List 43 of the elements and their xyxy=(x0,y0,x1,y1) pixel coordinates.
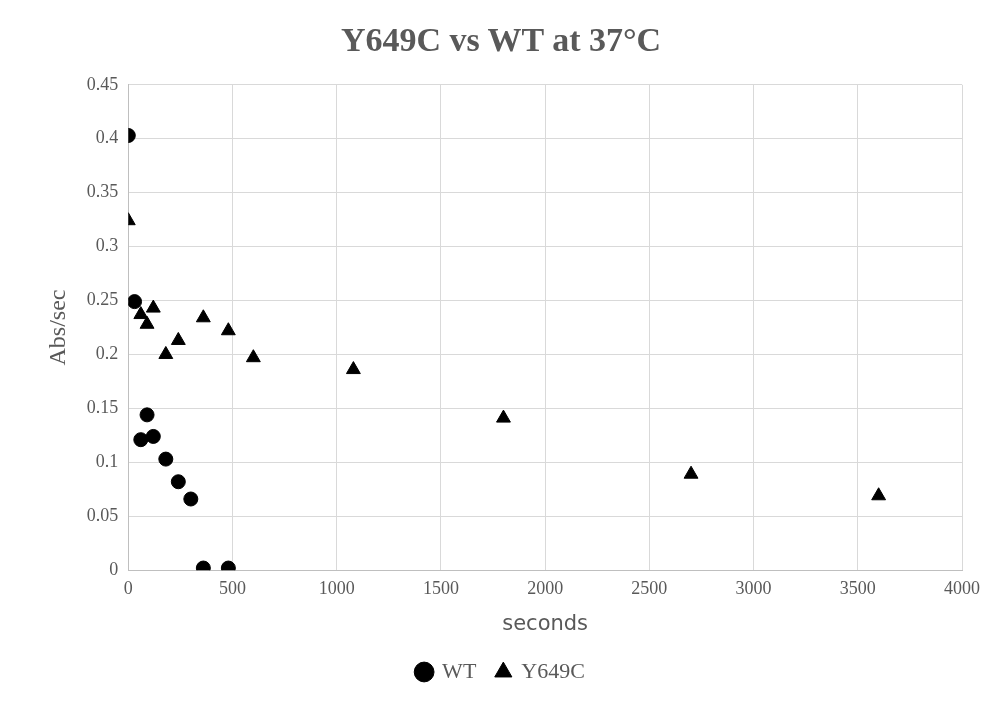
point xyxy=(133,306,149,320)
point xyxy=(683,465,699,479)
y-tick-label: 0.1 xyxy=(95,451,119,472)
point xyxy=(133,432,149,448)
point xyxy=(195,309,211,323)
point xyxy=(139,315,155,329)
y-tick-label: 0.35 xyxy=(86,181,119,202)
y-axis-title: Abs/sec xyxy=(43,289,70,366)
x-tick-label: 2000 xyxy=(527,577,564,598)
y-tick-label: 0.2 xyxy=(95,343,119,364)
point xyxy=(345,361,361,375)
point xyxy=(145,428,161,444)
point xyxy=(183,491,199,507)
point xyxy=(170,474,186,490)
legend-label: Y649C xyxy=(521,657,585,683)
point xyxy=(220,322,236,336)
y-tick-label: 0.15 xyxy=(86,397,119,418)
point xyxy=(158,345,174,359)
y-tick-label: 0.45 xyxy=(86,73,119,94)
x-tick-label: 500 xyxy=(219,577,247,598)
x-tick-label: 4000 xyxy=(944,577,980,598)
y-tick-label: 0.4 xyxy=(95,127,119,148)
point xyxy=(170,331,186,345)
point xyxy=(139,407,155,423)
point xyxy=(871,487,887,501)
x-axis-title: seconds xyxy=(502,610,589,635)
y-tick-label: 0.05 xyxy=(86,505,119,525)
x-tick-label: 0 xyxy=(123,577,133,598)
x-tick-label: 3500 xyxy=(839,577,876,598)
x-tick-label: 1500 xyxy=(422,577,459,598)
point xyxy=(158,451,174,467)
y-tick-label: 0.3 xyxy=(95,235,119,256)
y-tick-label: 0 xyxy=(109,558,119,579)
x-tick-label: 1000 xyxy=(318,577,355,598)
chart-title: Y649C vs WT at 37°C xyxy=(340,21,662,59)
point xyxy=(145,299,161,313)
y-tick-label: 0.25 xyxy=(86,289,119,310)
point xyxy=(245,349,261,363)
x-tick-label: 2500 xyxy=(631,577,668,598)
point xyxy=(128,294,143,310)
point xyxy=(496,409,511,423)
legend-label: WT xyxy=(442,657,477,683)
x-tick-label: 3000 xyxy=(735,577,772,598)
